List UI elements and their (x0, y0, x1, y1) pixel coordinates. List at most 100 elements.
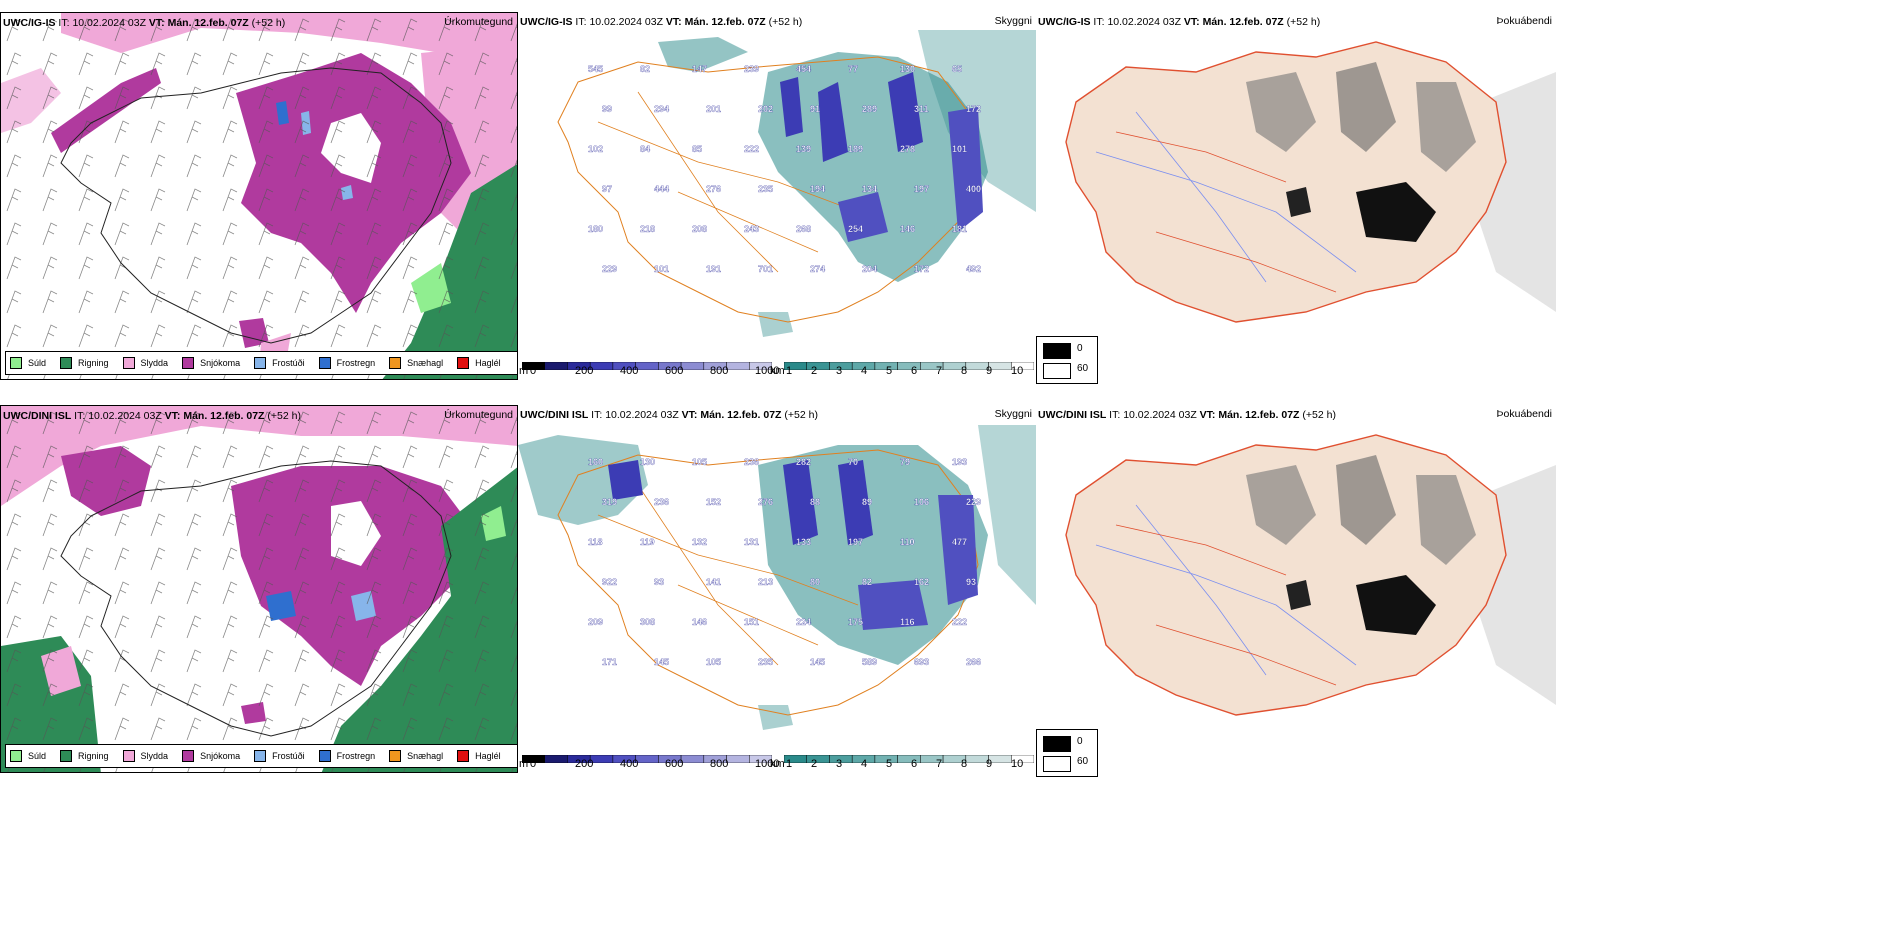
elevation-label: 208 (692, 224, 707, 234)
elevation-label: 118 (588, 537, 603, 547)
it-value: 10.02.2024 03Z (1123, 409, 1197, 421)
colorbar-tick: 800 (710, 365, 729, 377)
precip-legend: Súld Rigning Slydda Snjókoma Frostúði Fr… (5, 351, 517, 375)
it-value: 10.02.2024 03Z (589, 16, 663, 28)
elevation-label: 99 (602, 104, 612, 114)
elevation-label: 197 (848, 537, 863, 547)
precip-type-panel-row2: UWC/DINI ISL IT: 10.02.2024 03Z VT: Mán.… (0, 405, 518, 773)
elevation-label: 400 (966, 184, 981, 194)
colorbar-tick: 5 (886, 758, 893, 770)
elevation-label: 276 (758, 497, 773, 507)
visibility-colorbar-swatches (783, 361, 1035, 371)
fog-panel-row1: UWC/IG-IS IT: 10.02.2024 03Z VT: Mán. 12… (1036, 12, 1556, 380)
elevation-label: 222 (952, 617, 967, 627)
elevation-label: 274 (810, 264, 825, 274)
elevation-label: 146 (900, 224, 915, 234)
elevation-label: 84 (640, 144, 650, 154)
legend-swatch (60, 357, 73, 369)
elevation-label: 147 (692, 64, 707, 74)
elevation-label: 236 (654, 497, 669, 507)
elevation-label: 141 (706, 577, 721, 587)
colorbar-swatch (680, 361, 705, 371)
it-label: IT: (575, 16, 587, 28)
legend-item-haglel: Haglél (457, 750, 501, 762)
elevation-label: 294 (654, 104, 669, 114)
elevation-colorbar-swatches (521, 754, 773, 764)
legend-swatch (60, 750, 73, 762)
legend-swatch (10, 750, 22, 762)
fog-swatch-0 (1043, 736, 1071, 752)
elevation-label: 82 (640, 64, 650, 74)
legend-item-frostudi: Frostúði (254, 750, 305, 762)
legend-swatch (122, 357, 135, 369)
elevation-label: 239 (744, 64, 759, 74)
elevation-label: 119 (640, 537, 655, 547)
vt-label: VT: (148, 17, 165, 29)
visibility-panel-row1: 545 82 147 239 454 77 130 65 99 294 201 202 91 289 311… (518, 12, 1036, 380)
colorbar-tick: 1 (786, 365, 793, 377)
precip-type-map (1, 406, 517, 772)
elevation-label: 106 (914, 497, 929, 507)
elevation-unit: m (519, 758, 529, 770)
colorbar-tick: 1000 (755, 365, 780, 377)
legend-item-rigning: Rigning (60, 750, 109, 762)
visibility-colorbar-swatches (783, 754, 1035, 764)
elevation-label: 145 (810, 657, 825, 667)
elevation-label: 189 (848, 144, 863, 154)
colorbar-swatch (544, 361, 568, 371)
colorbar-tick: 9 (986, 365, 993, 377)
model-name: UWC/DINI ISL (520, 409, 589, 421)
elevation-label: 235 (758, 184, 773, 194)
legend-swatch (457, 357, 470, 369)
lead-time: (+52 h) (1286, 16, 1321, 28)
elevation-label: 922 (602, 577, 617, 587)
elevation-label: 105 (706, 657, 721, 667)
elevation-label: 93 (654, 577, 664, 587)
elevation-label: 172 (914, 264, 929, 274)
elevation-labels: 160 130 105 236 282 70 79 193 319 236 152 276 88 89 10… (588, 457, 981, 667)
elevation-label: 218 (640, 224, 655, 234)
elevation-colorbar-swatches (521, 361, 773, 371)
elevation-label: 289 (862, 104, 877, 114)
legend-swatch (254, 750, 267, 762)
legend-swatch (318, 750, 331, 762)
legend-swatch (10, 357, 22, 369)
vt-label: VT: (681, 409, 698, 421)
legend-item-snaehagl: Snæhagl (389, 357, 443, 369)
panel-title: Þokuábendi (1496, 15, 1552, 27)
panel-title: Skyggni (994, 408, 1032, 420)
it-value: 10.02.2024 03Z (72, 17, 146, 29)
elevation-label: 444 (654, 184, 669, 194)
vt-label: VT: (665, 16, 682, 28)
colorbar-tick: 6 (911, 365, 918, 377)
fog-panel-row2: UWC/DINI ISL IT: 10.02.2024 03Z VT: Mán.… (1036, 405, 1556, 773)
elevation-label: 85 (692, 144, 702, 154)
visibility-map: 545 82 147 239 454 77 130 65 99 294 201 202 91 289 311… (518, 12, 1036, 352)
elevation-label: 454 (796, 64, 811, 74)
elevation-label: 243 (744, 224, 759, 234)
vt-label: VT: (1183, 16, 1200, 28)
legend-swatch (389, 357, 402, 369)
model-name: UWC/DINI ISL (3, 410, 72, 422)
elevation-label: 101 (952, 144, 967, 154)
fog-swatch-60 (1043, 363, 1071, 379)
it-label: IT: (74, 410, 86, 422)
elevation-label: 77 (848, 64, 858, 74)
precip-type-map (1, 13, 517, 379)
visibility-colorbar: km 1 2 3 4 5 6 7 8 9 10 (770, 357, 1035, 377)
elevation-label: 197 (914, 184, 929, 194)
legend-swatch (182, 750, 195, 762)
elevation-label: 88 (810, 497, 820, 507)
elevation-label: 151 (744, 617, 759, 627)
colorbar-tick: 10 (1011, 758, 1024, 770)
elevation-label: 65 (952, 64, 962, 74)
elevation-label: 79 (900, 457, 910, 467)
elevation-label: 202 (758, 104, 773, 114)
colorbar-tick: 2 (811, 758, 818, 770)
elevation-label: 201 (706, 104, 721, 114)
elevation-label: 224 (796, 617, 811, 627)
elevation-label: 222 (744, 144, 759, 154)
visibility-colorbar: km 1 2 3 4 5 6 7 8 9 10 (770, 750, 1035, 770)
legend-item-snjokoma: Snjókoma (182, 357, 240, 369)
colorbar-tick: 200 (575, 758, 594, 770)
